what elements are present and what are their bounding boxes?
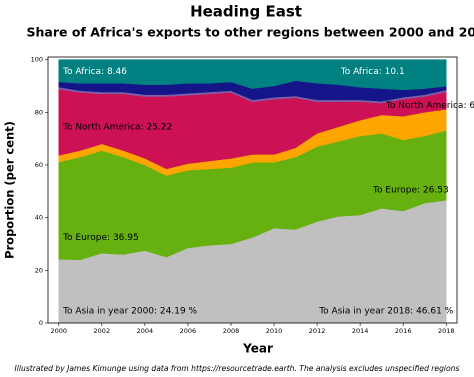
x-tick-label: 2002	[94, 327, 111, 335]
y-tick-label: 100	[31, 56, 43, 64]
annotation: To Africa: 10.1	[340, 67, 405, 77]
annotation: To Africa: 8.46	[62, 67, 127, 77]
y-axis-label: Proportion (per cent)	[3, 121, 17, 259]
footnote: Illustrated by James Kimunge using data …	[15, 364, 460, 373]
annotation: To Asia in year 2018: 46.61 %	[318, 307, 453, 317]
y-tick-label: 80	[35, 108, 43, 116]
y-tick-label: 0	[39, 319, 43, 327]
x-tick-label: 2016	[395, 327, 412, 335]
chart-subtitle: Share of Africa's exports to other regio…	[27, 25, 474, 40]
y-tick-label: 40	[35, 214, 43, 222]
x-tick-label: 2006	[180, 327, 197, 335]
x-tick-label: 2010	[266, 327, 283, 335]
annotation: To North America: 6.63	[385, 101, 474, 111]
x-tick-label: 2008	[223, 327, 240, 335]
plot-frame	[47, 56, 458, 324]
x-tick-label: 2014	[352, 327, 369, 335]
x-tick-label: 2018	[438, 327, 455, 335]
annotation: To Europe: 26.53	[372, 186, 449, 196]
x-axis-label: Year	[242, 342, 273, 356]
x-tick-label: 2000	[50, 327, 67, 335]
y-tick-label: 20	[35, 266, 43, 274]
x-tick-label: 2012	[309, 327, 326, 335]
x-tick-label: 2004	[137, 327, 154, 335]
annotation: To Europe: 36.95	[62, 233, 139, 243]
annotation: To Asia in year 2000: 24.19 %	[62, 307, 197, 317]
chart-title: Heading East	[190, 3, 302, 21]
area	[58, 59, 447, 91]
y-tick-label: 60	[35, 161, 43, 169]
annotation: To North America: 25.22	[62, 122, 172, 132]
